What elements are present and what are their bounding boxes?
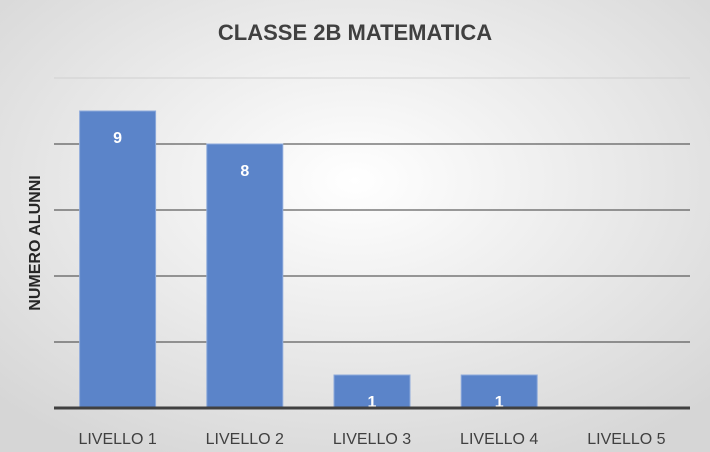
bar [460,374,538,409]
data-label: 1 [368,394,377,411]
data-label: 1 [495,394,504,411]
x-tick-label: LIVELLO 4 [460,431,538,448]
x-tick-label: LIVELLO 5 [587,431,665,448]
data-label: 9 [113,130,122,147]
bar [333,374,411,409]
x-tick-label: LIVELLO 3 [333,431,411,448]
x-tick-label: LIVELLO 2 [206,431,284,448]
bar [206,143,284,409]
bar [79,110,157,409]
chart-title: CLASSE 2B MATEMATICA [218,20,492,45]
data-label: 8 [240,163,249,180]
x-tick-label: LIVELLO 1 [78,431,156,448]
y-axis-label: NUMERO ALUNNI [27,175,44,310]
